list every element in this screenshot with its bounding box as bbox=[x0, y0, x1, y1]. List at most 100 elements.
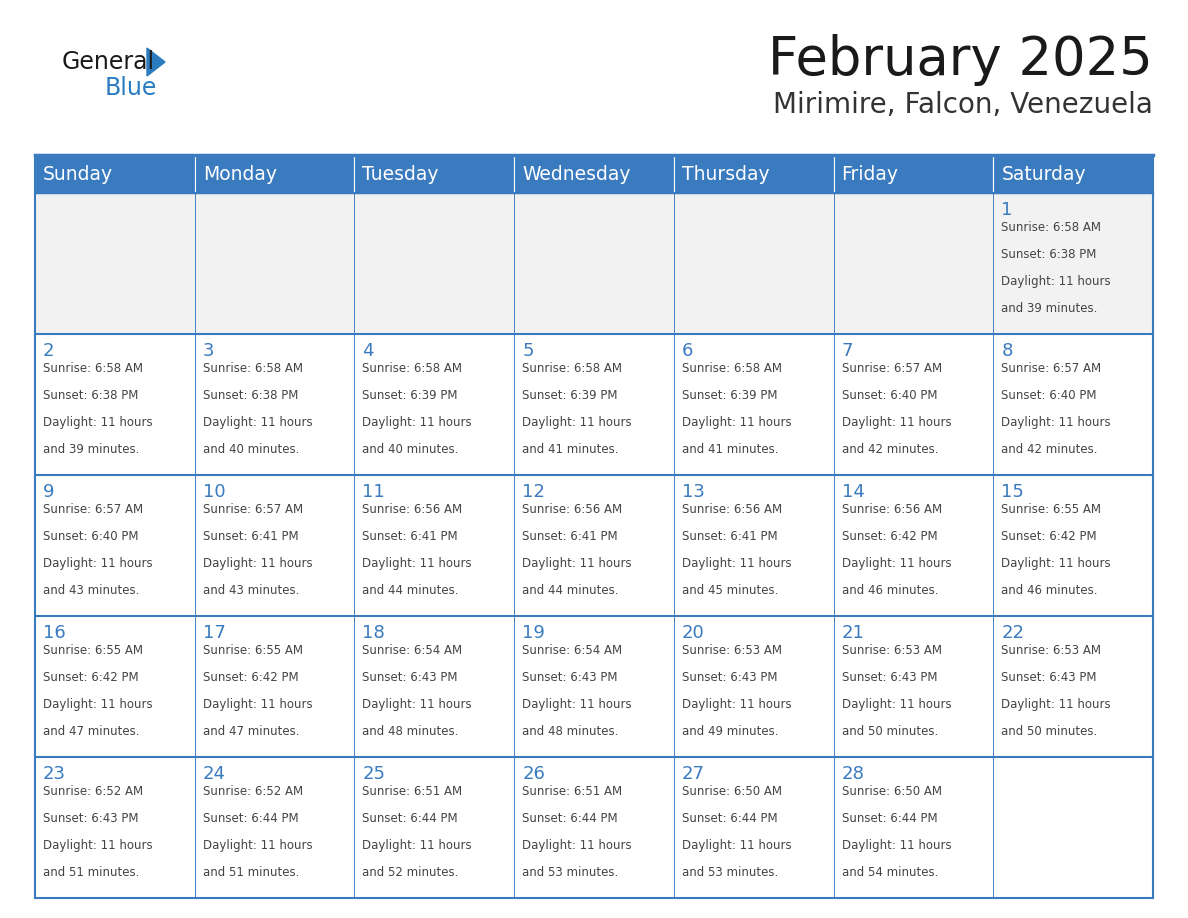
Text: Sunset: 6:44 PM: Sunset: 6:44 PM bbox=[362, 812, 459, 825]
Text: Sunrise: 6:53 AM: Sunrise: 6:53 AM bbox=[841, 644, 942, 657]
Text: Sunset: 6:41 PM: Sunset: 6:41 PM bbox=[203, 530, 298, 543]
FancyBboxPatch shape bbox=[514, 193, 674, 334]
Text: 21: 21 bbox=[841, 624, 865, 642]
Text: 16: 16 bbox=[43, 624, 65, 642]
Text: Daylight: 11 hours: Daylight: 11 hours bbox=[203, 839, 312, 852]
Text: Sunrise: 6:53 AM: Sunrise: 6:53 AM bbox=[1001, 644, 1101, 657]
Text: Sunset: 6:42 PM: Sunset: 6:42 PM bbox=[1001, 530, 1097, 543]
Text: Sunset: 6:38 PM: Sunset: 6:38 PM bbox=[203, 389, 298, 402]
Text: February 2025: February 2025 bbox=[769, 34, 1154, 86]
FancyBboxPatch shape bbox=[834, 475, 993, 616]
Text: Sunrise: 6:53 AM: Sunrise: 6:53 AM bbox=[682, 644, 782, 657]
Text: Sunset: 6:38 PM: Sunset: 6:38 PM bbox=[1001, 248, 1097, 261]
Text: and 39 minutes.: and 39 minutes. bbox=[43, 442, 139, 455]
Text: Sunset: 6:41 PM: Sunset: 6:41 PM bbox=[682, 530, 777, 543]
Text: 23: 23 bbox=[43, 765, 67, 783]
FancyBboxPatch shape bbox=[34, 475, 195, 616]
Text: Sunrise: 6:58 AM: Sunrise: 6:58 AM bbox=[362, 362, 462, 375]
Text: Saturday: Saturday bbox=[1001, 164, 1086, 184]
FancyBboxPatch shape bbox=[674, 475, 834, 616]
Text: 3: 3 bbox=[203, 342, 214, 360]
Text: and 50 minutes.: and 50 minutes. bbox=[1001, 724, 1098, 738]
FancyBboxPatch shape bbox=[834, 334, 993, 475]
Text: Sunrise: 6:56 AM: Sunrise: 6:56 AM bbox=[841, 503, 942, 516]
Text: Daylight: 11 hours: Daylight: 11 hours bbox=[203, 698, 312, 711]
FancyBboxPatch shape bbox=[34, 757, 195, 898]
FancyBboxPatch shape bbox=[354, 193, 514, 334]
Text: Sunrise: 6:55 AM: Sunrise: 6:55 AM bbox=[1001, 503, 1101, 516]
Text: 2: 2 bbox=[43, 342, 55, 360]
FancyBboxPatch shape bbox=[34, 155, 195, 193]
Text: and 47 minutes.: and 47 minutes. bbox=[203, 724, 299, 738]
Text: 10: 10 bbox=[203, 483, 226, 501]
Text: Daylight: 11 hours: Daylight: 11 hours bbox=[523, 698, 632, 711]
Text: Sunrise: 6:50 AM: Sunrise: 6:50 AM bbox=[682, 785, 782, 798]
Text: Wednesday: Wednesday bbox=[523, 164, 631, 184]
Text: Daylight: 11 hours: Daylight: 11 hours bbox=[43, 698, 152, 711]
Text: 9: 9 bbox=[43, 483, 55, 501]
Text: Sunrise: 6:56 AM: Sunrise: 6:56 AM bbox=[523, 503, 623, 516]
Text: Sunrise: 6:58 AM: Sunrise: 6:58 AM bbox=[682, 362, 782, 375]
Text: 12: 12 bbox=[523, 483, 545, 501]
Text: Sunrise: 6:58 AM: Sunrise: 6:58 AM bbox=[523, 362, 623, 375]
Text: and 51 minutes.: and 51 minutes. bbox=[203, 866, 299, 879]
FancyBboxPatch shape bbox=[195, 757, 354, 898]
Text: and 53 minutes.: and 53 minutes. bbox=[523, 866, 619, 879]
Text: 19: 19 bbox=[523, 624, 545, 642]
Text: and 47 minutes.: and 47 minutes. bbox=[43, 724, 139, 738]
Text: Daylight: 11 hours: Daylight: 11 hours bbox=[682, 416, 791, 429]
Text: Sunset: 6:43 PM: Sunset: 6:43 PM bbox=[841, 671, 937, 684]
Text: Sunrise: 6:57 AM: Sunrise: 6:57 AM bbox=[203, 503, 303, 516]
Text: and 53 minutes.: and 53 minutes. bbox=[682, 866, 778, 879]
Text: Daylight: 11 hours: Daylight: 11 hours bbox=[362, 416, 472, 429]
Text: 28: 28 bbox=[841, 765, 865, 783]
Text: Sunset: 6:40 PM: Sunset: 6:40 PM bbox=[43, 530, 139, 543]
Text: and 41 minutes.: and 41 minutes. bbox=[682, 442, 778, 455]
FancyBboxPatch shape bbox=[195, 334, 354, 475]
Text: and 43 minutes.: and 43 minutes. bbox=[203, 584, 299, 597]
Text: Sunset: 6:40 PM: Sunset: 6:40 PM bbox=[841, 389, 937, 402]
FancyBboxPatch shape bbox=[195, 155, 354, 193]
Text: 18: 18 bbox=[362, 624, 385, 642]
FancyBboxPatch shape bbox=[354, 616, 514, 757]
Text: and 48 minutes.: and 48 minutes. bbox=[523, 724, 619, 738]
Text: and 45 minutes.: and 45 minutes. bbox=[682, 584, 778, 597]
Text: Sunset: 6:44 PM: Sunset: 6:44 PM bbox=[841, 812, 937, 825]
Text: and 46 minutes.: and 46 minutes. bbox=[1001, 584, 1098, 597]
Text: Sunrise: 6:52 AM: Sunrise: 6:52 AM bbox=[43, 785, 143, 798]
Text: Daylight: 11 hours: Daylight: 11 hours bbox=[682, 839, 791, 852]
Text: 8: 8 bbox=[1001, 342, 1012, 360]
Text: 1: 1 bbox=[1001, 201, 1012, 219]
Text: 27: 27 bbox=[682, 765, 704, 783]
Text: Mirimire, Falcon, Venezuela: Mirimire, Falcon, Venezuela bbox=[773, 91, 1154, 119]
Polygon shape bbox=[147, 48, 165, 76]
Text: 22: 22 bbox=[1001, 624, 1024, 642]
FancyBboxPatch shape bbox=[195, 475, 354, 616]
Text: and 40 minutes.: and 40 minutes. bbox=[203, 442, 299, 455]
Text: Daylight: 11 hours: Daylight: 11 hours bbox=[1001, 557, 1111, 570]
FancyBboxPatch shape bbox=[993, 757, 1154, 898]
FancyBboxPatch shape bbox=[834, 616, 993, 757]
Text: and 52 minutes.: and 52 minutes. bbox=[362, 866, 459, 879]
Text: Sunrise: 6:58 AM: Sunrise: 6:58 AM bbox=[203, 362, 303, 375]
Text: Daylight: 11 hours: Daylight: 11 hours bbox=[841, 839, 952, 852]
Text: Sunrise: 6:54 AM: Sunrise: 6:54 AM bbox=[362, 644, 462, 657]
FancyBboxPatch shape bbox=[674, 193, 834, 334]
Text: and 41 minutes.: and 41 minutes. bbox=[523, 442, 619, 455]
Text: and 44 minutes.: and 44 minutes. bbox=[362, 584, 459, 597]
Text: Sunrise: 6:50 AM: Sunrise: 6:50 AM bbox=[841, 785, 942, 798]
FancyBboxPatch shape bbox=[514, 475, 674, 616]
Text: Tuesday: Tuesday bbox=[362, 164, 438, 184]
Text: Sunset: 6:44 PM: Sunset: 6:44 PM bbox=[203, 812, 298, 825]
Text: Sunrise: 6:57 AM: Sunrise: 6:57 AM bbox=[1001, 362, 1101, 375]
Text: Sunset: 6:41 PM: Sunset: 6:41 PM bbox=[362, 530, 459, 543]
Text: Sunrise: 6:56 AM: Sunrise: 6:56 AM bbox=[362, 503, 462, 516]
Text: Daylight: 11 hours: Daylight: 11 hours bbox=[43, 416, 152, 429]
Text: and 49 minutes.: and 49 minutes. bbox=[682, 724, 778, 738]
Text: Sunset: 6:42 PM: Sunset: 6:42 PM bbox=[841, 530, 937, 543]
Text: and 39 minutes.: and 39 minutes. bbox=[1001, 302, 1098, 315]
FancyBboxPatch shape bbox=[34, 193, 195, 334]
Text: Sunset: 6:39 PM: Sunset: 6:39 PM bbox=[682, 389, 777, 402]
Text: Sunset: 6:42 PM: Sunset: 6:42 PM bbox=[203, 671, 298, 684]
FancyBboxPatch shape bbox=[993, 193, 1154, 334]
